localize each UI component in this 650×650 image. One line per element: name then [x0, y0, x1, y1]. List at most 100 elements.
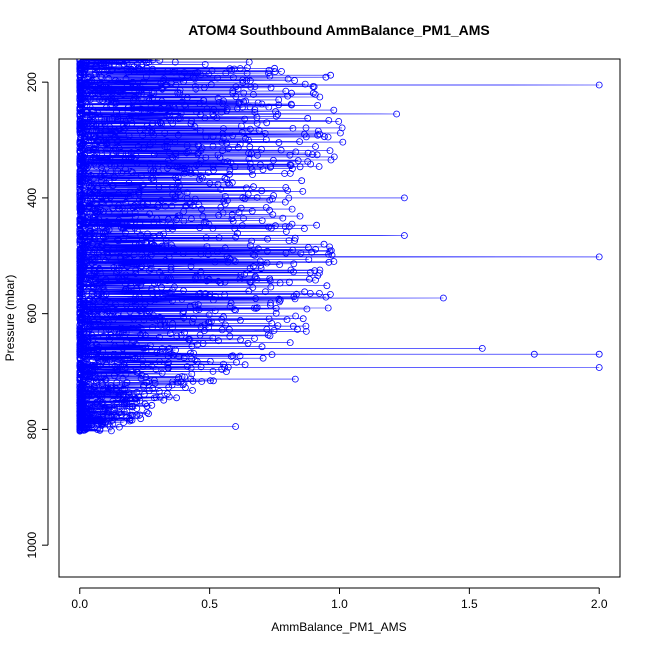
data-point [158, 97, 166, 105]
data-point [111, 372, 118, 380]
data-point [220, 97, 228, 105]
data-point [198, 378, 206, 385]
data-point [158, 85, 165, 92]
data-point [115, 190, 122, 198]
data-point [122, 75, 130, 83]
data-point [310, 83, 318, 91]
data-point [103, 358, 111, 366]
data-point [111, 59, 119, 65]
data-point [85, 131, 93, 139]
data-point [120, 419, 127, 426]
data-point [117, 162, 124, 170]
data-point [233, 105, 241, 112]
data-point [115, 275, 123, 283]
data-point [99, 380, 106, 387]
data-point [126, 189, 134, 197]
data-point [144, 255, 152, 263]
data-point [191, 75, 199, 83]
data-point [171, 246, 179, 254]
data-point [95, 357, 103, 365]
data-point [285, 278, 293, 286]
data-point [255, 126, 263, 134]
data-point [105, 75, 113, 83]
data-point [98, 382, 106, 390]
data-point [110, 308, 118, 316]
data-point [210, 113, 218, 120]
data-point [139, 255, 147, 263]
data-point [252, 304, 260, 312]
data-point [85, 375, 93, 383]
data-point [197, 323, 205, 331]
data-point [156, 348, 164, 356]
data-point [168, 202, 176, 210]
data-point [123, 65, 131, 72]
data-point [84, 73, 92, 81]
data-point [232, 233, 240, 241]
data-point [144, 230, 151, 238]
data-point [266, 163, 274, 171]
data-point [123, 81, 131, 89]
data-point [132, 112, 140, 120]
data-point [162, 237, 170, 245]
data-point [249, 91, 257, 98]
data-point [109, 397, 117, 405]
data-point [313, 221, 321, 229]
data-point [304, 244, 312, 251]
data-point [203, 277, 211, 285]
data-point [244, 339, 252, 347]
data-point [122, 255, 130, 263]
data-point [90, 159, 98, 167]
data-point [195, 306, 203, 314]
data-point [110, 350, 118, 358]
data-point [131, 240, 139, 248]
data-point [150, 218, 158, 226]
data-point [211, 258, 219, 266]
data-point [209, 296, 217, 304]
data-point [304, 149, 312, 157]
data-point [171, 196, 179, 203]
data-point [137, 90, 145, 98]
data-point [136, 307, 144, 315]
data-point [169, 378, 177, 386]
data-point [195, 175, 203, 183]
data-point [236, 316, 244, 324]
data-point [189, 202, 197, 210]
data-point [193, 358, 201, 365]
data-point [93, 163, 100, 170]
data-point [76, 222, 84, 230]
data-point [164, 157, 172, 165]
data-point [155, 183, 163, 191]
data-point [123, 60, 131, 67]
data-point [245, 155, 253, 163]
data-point [175, 353, 183, 361]
data-point [104, 407, 112, 415]
data-point [288, 205, 296, 213]
data-point [143, 122, 151, 130]
data-point [270, 192, 278, 199]
data-point [174, 173, 182, 181]
data-point [92, 146, 99, 154]
data-point [162, 257, 169, 265]
y-tick-label: 200 [25, 72, 39, 92]
data-point [109, 220, 116, 228]
data-point [226, 170, 234, 178]
data-point [232, 306, 239, 314]
data-point [239, 79, 247, 87]
data-point [137, 95, 145, 103]
data-point [76, 371, 84, 379]
data-point [165, 359, 173, 367]
data-point [114, 236, 121, 244]
x-axis: 0.0 0.5 1.0 1.5 2.0 [71, 587, 608, 611]
data-point [143, 408, 151, 416]
data-point [119, 225, 127, 232]
data-point [124, 104, 132, 111]
data-point [253, 275, 261, 283]
data-point [138, 262, 146, 270]
data-point [174, 89, 182, 97]
data-point [191, 123, 199, 131]
data-point [164, 225, 172, 233]
data-point [160, 230, 168, 238]
data-point [150, 177, 158, 184]
data-point [189, 314, 197, 322]
data-point [219, 209, 227, 217]
